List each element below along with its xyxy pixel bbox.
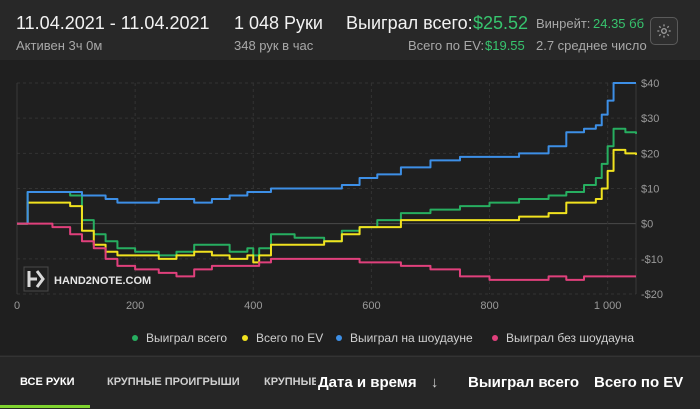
y-tick-label: -$20 bbox=[641, 289, 663, 301]
gear-icon bbox=[657, 24, 671, 38]
chart-panel: $40 $30 $20 $10 $0 -$10 -$20 0 200 400 600 800 1 000… bbox=[0, 60, 700, 355]
legend-item-won[interactable]: Выиграл всего bbox=[132, 331, 227, 345]
y-tick-label: $30 bbox=[641, 113, 659, 125]
chart-lines bbox=[17, 82, 637, 281]
logo-text: HAND2NOTE.COM bbox=[54, 275, 151, 287]
legend-dot bbox=[492, 335, 498, 341]
average-label: 2.7 среднее число bbox=[536, 38, 647, 53]
legend-label: Выиграл без шоудауна bbox=[506, 331, 634, 345]
hands-count: 1 048 Руки bbox=[234, 13, 323, 33]
x-tick-label: 1 000 bbox=[594, 300, 622, 312]
legend-item-nonshowdown[interactable]: Выиграл без шоудауна bbox=[492, 331, 634, 345]
winrate-value: 24.35 бб bbox=[593, 16, 645, 31]
series-line-1 bbox=[17, 148, 637, 264]
arrow-down-icon: ↓ bbox=[430, 374, 439, 391]
legend-dot bbox=[242, 335, 248, 341]
chart-axes: $40 $30 $20 $10 $0 -$10 -$20 0 200 400 600 800 1 000 bbox=[14, 78, 663, 312]
profit-chart: $40 $30 $20 $10 $0 -$10 -$20 0 200 400 600 800 1 000… bbox=[14, 78, 663, 312]
legend-dot bbox=[336, 335, 342, 341]
x-tick-label: 0 bbox=[14, 300, 20, 312]
x-tick-label: 800 bbox=[480, 300, 498, 312]
active-duration: Активен 3ч 0м bbox=[16, 38, 103, 53]
tab-big-losses[interactable]: КРУПНЫЕ ПРОИГРЫШИ bbox=[107, 376, 240, 388]
hand2note-logo: HAND2NOTE.COM bbox=[23, 266, 151, 292]
settings-button[interactable] bbox=[650, 17, 678, 45]
legend-label: Всего по EV bbox=[256, 331, 324, 345]
active-tab-indicator bbox=[0, 405, 90, 408]
column-header-label: Дата и время bbox=[318, 374, 417, 391]
legend-item-ev[interactable]: Всего по EV bbox=[242, 331, 323, 345]
won-total-label: Выиграл всего: bbox=[346, 13, 473, 33]
x-tick-label: 600 bbox=[362, 300, 380, 312]
column-header-ev-total[interactable]: Всего по EV bbox=[594, 374, 684, 391]
hands-per-hour: 348 рук в час bbox=[234, 38, 314, 53]
ev-total-label: Всего по EV: bbox=[408, 38, 485, 53]
winrate-label: Винрейт: bbox=[536, 16, 591, 31]
tab-big-wins[interactable]: КРУПНЫЕ В bbox=[264, 376, 316, 388]
logo-mark-icon bbox=[27, 270, 45, 288]
column-header-won-total[interactable]: Выиграл всего bbox=[468, 374, 580, 391]
tab-all-hands[interactable]: ВСЕ РУКИ bbox=[20, 376, 75, 388]
ev-total-value: $19.55 bbox=[485, 38, 525, 53]
y-tick-label: $0 bbox=[641, 219, 653, 231]
y-tick-label: -$10 bbox=[641, 254, 663, 266]
x-tick-label: 400 bbox=[244, 300, 262, 312]
legend-label: Выиграл всего bbox=[146, 331, 228, 345]
series-line-3 bbox=[17, 222, 636, 281]
chart-legend: Выиграл всего Всего по EV Выиграл на шоу… bbox=[0, 331, 700, 349]
legend-dot bbox=[132, 335, 138, 341]
date-range: 11.04.2021 - 11.04.2021 bbox=[16, 13, 210, 33]
x-tick-label: 200 bbox=[126, 300, 144, 312]
bottom-tabs: ВСЕ РУКИ КРУПНЫЕ ПРОИГРЫШИ КРУПНЫЕ В Дат… bbox=[0, 356, 700, 409]
won-total-value: $25.52 bbox=[473, 13, 529, 33]
y-tick-label: $10 bbox=[641, 184, 659, 196]
y-tick-label: $40 bbox=[641, 78, 659, 90]
legend-item-showdown[interactable]: Выиграл на шоудауне bbox=[336, 331, 473, 345]
legend-label: Выиграл на шоудауне bbox=[350, 331, 473, 345]
column-header-date-time[interactable]: Дата и время ↓ bbox=[318, 374, 438, 391]
series-line-2 bbox=[17, 82, 636, 225]
y-tick-label: $20 bbox=[641, 148, 659, 160]
series-line-0 bbox=[17, 127, 637, 257]
